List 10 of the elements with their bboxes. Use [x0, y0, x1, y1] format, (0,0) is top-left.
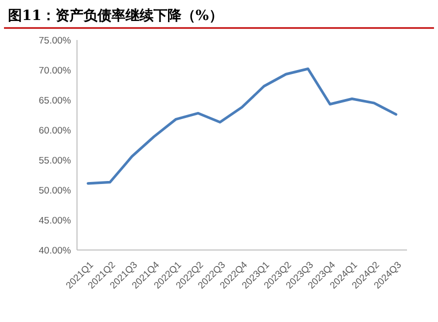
line-series — [86, 68, 398, 185]
y-tick-label: 65.00% — [38, 96, 72, 106]
y-tick-label: 55.00% — [38, 156, 72, 166]
y-tick-label: 45.00% — [38, 216, 72, 226]
y-tick-label: 40.00% — [38, 246, 72, 256]
y-tick-label: 70.00% — [38, 66, 72, 76]
y-tick-label: 60.00% — [38, 126, 72, 136]
y-tick-label: 50.00% — [38, 186, 72, 196]
chart-title: 图11：资产负债率继续下降（%） — [8, 7, 223, 24]
y-tick-label: 75.00% — [38, 36, 72, 46]
